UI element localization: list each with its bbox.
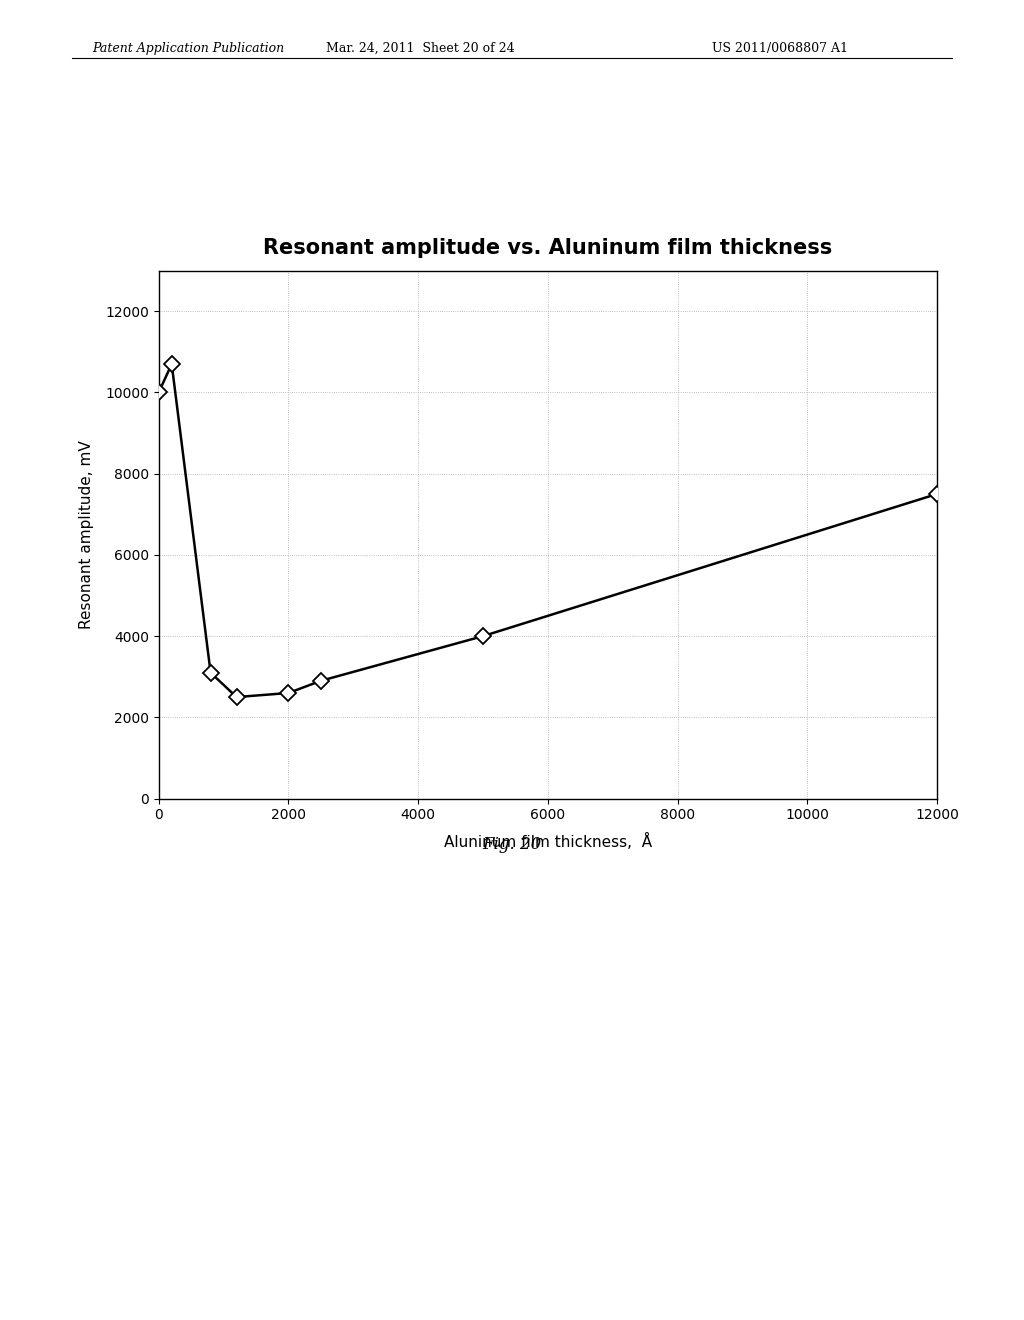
Text: US 2011/0068807 A1: US 2011/0068807 A1 [712,42,848,54]
Text: Mar. 24, 2011  Sheet 20 of 24: Mar. 24, 2011 Sheet 20 of 24 [326,42,514,54]
Title: Resonant amplitude vs. Aluninum film thickness: Resonant amplitude vs. Aluninum film thi… [263,238,833,257]
Text: Fig. 20: Fig. 20 [482,837,542,853]
Text: Patent Application Publication: Patent Application Publication [92,42,285,54]
X-axis label: Aluninum film thickness,  Å: Aluninum film thickness, Å [443,833,652,850]
Y-axis label: Resonant amplitude, mV: Resonant amplitude, mV [79,441,94,628]
